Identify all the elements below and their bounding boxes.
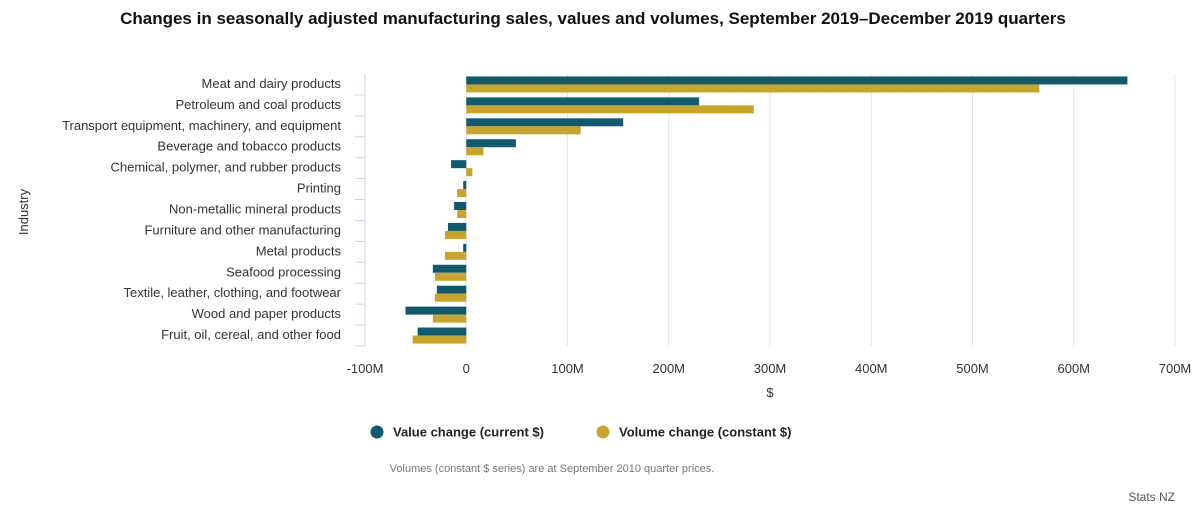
bar-volume-change[interactable]: [466, 84, 1040, 93]
chart-note: Volumes (constant $ series) are at Septe…: [390, 463, 715, 475]
category-label: Transport equipment, machinery, and equi…: [62, 118, 341, 133]
x-tick-label: 200M: [652, 361, 685, 376]
category-label: Fruit, oil, cereal, and other food: [161, 327, 341, 342]
bar-value-change[interactable]: [466, 76, 1128, 85]
category-label: Metal products: [256, 243, 342, 258]
bar-volume-change[interactable]: [457, 210, 467, 218]
bar-value-change[interactable]: [448, 222, 467, 231]
legend-label: Value change (current $): [393, 425, 544, 440]
bar-volume-change[interactable]: [412, 335, 467, 344]
bar-volume-change[interactable]: [466, 168, 473, 177]
x-axis-ticks: -100M 0 100M 200M 300M 400M 500M 600M 700M: [347, 361, 1192, 376]
chart-credit: Stats NZ: [1128, 490, 1175, 504]
bar-value-change[interactable]: [466, 97, 700, 106]
bar-volume-change[interactable]: [444, 230, 467, 239]
bars: [405, 76, 1128, 344]
category-label: Beverage and tobacco products: [157, 139, 341, 154]
bar-volume-change[interactable]: [444, 251, 467, 260]
x-tick-label: 600M: [1057, 361, 1090, 376]
bar-volume-change[interactable]: [466, 105, 754, 114]
legend-item[interactable]: Value change (current $): [370, 425, 545, 440]
category-label: Meat and dairy products: [202, 76, 342, 91]
category-label: Non-metallic mineral products: [169, 202, 341, 217]
x-tick-label: 700M: [1159, 361, 1192, 376]
bar-volume-change[interactable]: [466, 147, 484, 156]
category-label: Textile, leather, clothing, and footwear: [123, 285, 341, 300]
bar-value-change[interactable]: [436, 285, 467, 294]
bar-value-change[interactable]: [432, 264, 467, 273]
bar-value-change[interactable]: [466, 139, 516, 148]
category-label: Seafood processing: [226, 264, 341, 279]
bar-volume-change[interactable]: [432, 314, 467, 323]
chart-title: Changes in seasonally adjusted manufactu…: [120, 9, 1066, 28]
legend-label: Volume change (constant $): [619, 425, 791, 440]
bar-value-change[interactable]: [451, 160, 467, 169]
y-axis-title: Industry: [16, 188, 31, 235]
bar-volume-change[interactable]: [466, 126, 581, 135]
x-tick-label: 300M: [754, 361, 787, 376]
x-tick-label: 400M: [855, 361, 888, 376]
legend-swatch: [370, 425, 384, 439]
legend[interactable]: Value change (current $) Volume change (c…: [370, 425, 792, 440]
bar-value-change[interactable]: [454, 202, 467, 210]
bar-value-change[interactable]: [463, 181, 467, 190]
bar-value-change[interactable]: [463, 243, 467, 252]
x-tick-label: 0: [463, 361, 470, 376]
bar-value-change[interactable]: [466, 118, 624, 127]
gridlines: [364, 74, 1176, 346]
category-label: Chemical, polymer, and rubber products: [110, 160, 341, 175]
bar-value-change[interactable]: [417, 327, 467, 336]
legend-swatch: [596, 425, 610, 439]
x-tick-label: 500M: [956, 361, 989, 376]
bar-volume-change[interactable]: [434, 293, 467, 302]
x-axis-title: $: [766, 385, 774, 400]
x-tick-label: 100M: [551, 361, 584, 376]
bar-volume-change[interactable]: [457, 189, 467, 198]
category-label: Wood and paper products: [192, 306, 342, 321]
bar-value-change[interactable]: [405, 306, 467, 315]
x-tick-label: -100M: [347, 361, 384, 376]
bar-volume-change[interactable]: [434, 272, 467, 281]
category-labels: Meat and dairy products Petroleum and coa…: [62, 76, 342, 342]
category-label: Furniture and other manufacturing: [144, 222, 341, 237]
category-label: Printing: [297, 181, 341, 196]
category-label: Petroleum and coal products: [176, 97, 342, 112]
legend-item[interactable]: Volume change (constant $): [596, 425, 792, 440]
y-axis: [355, 74, 366, 347]
